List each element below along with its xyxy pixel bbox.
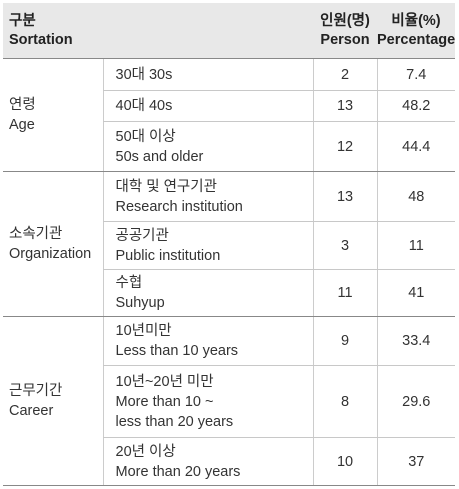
- group-label-organization: 소속기관 Organization: [3, 171, 103, 317]
- row-item: 20년 이상 More than 20 years: [102, 437, 314, 486]
- row-person: 12: [312, 121, 378, 172]
- table-row: 10년~20년 미만 More than 10 ~ less than 20 y…: [3, 365, 456, 438]
- table-row: 50대 이상 50s and older 12 44.4: [3, 121, 456, 172]
- header-percentage-en: Percentage: [377, 31, 456, 48]
- item-text-en: Research institution: [115, 198, 243, 215]
- group-label-en: Career: [9, 403, 54, 419]
- group-label-career: 근무기간 Career: [3, 316, 103, 486]
- group-label-en: Age: [9, 117, 35, 133]
- header-percentage: 비율(%) Percentage: [377, 3, 455, 59]
- row-item: 40대 40s: [102, 90, 314, 122]
- item-text-ko: 50대 이상: [115, 128, 176, 145]
- row-percentage: 41: [376, 269, 456, 317]
- item-text-en: 50s and older: [115, 148, 204, 165]
- item-text: 40대 40s: [115, 98, 173, 114]
- row-percentage: 11: [376, 221, 456, 270]
- item-text-ko: 10년미만: [115, 323, 172, 339]
- group-label-ko: 연령: [9, 97, 36, 113]
- item-text-en-1: More than 10 ~: [115, 393, 214, 410]
- header-sortation-ko: 구분: [9, 12, 36, 29]
- item-text: 30대 30s: [115, 66, 173, 83]
- item-text-en-2: less than 20 years: [115, 413, 234, 430]
- row-percentage: 44.4: [376, 121, 456, 172]
- row-percentage: 33.4: [376, 316, 456, 366]
- row-item: 대학 및 연구기관 Research institution: [102, 171, 314, 222]
- item-text-en: Suhyup: [115, 295, 165, 311]
- group-label-ko: 소속기관: [9, 226, 63, 242]
- row-item: 10년미만 Less than 10 years: [102, 316, 314, 366]
- item-text-ko: 수협: [115, 275, 143, 291]
- header-sortation-en: Sortation: [9, 31, 73, 48]
- header-person-en: Person: [320, 31, 370, 48]
- row-person: 2: [312, 58, 378, 91]
- item-text-ko: 공공기관: [115, 227, 169, 244]
- respondent-table: 구분 Sortation 인원(명) Person 비율(%) Percenta…: [3, 3, 455, 486]
- row-person: 13: [312, 90, 378, 122]
- row-person: 13: [312, 171, 378, 222]
- row-person: 10: [312, 437, 378, 486]
- group-label-age: 연령 Age: [3, 58, 103, 172]
- row-percentage: 37: [376, 437, 456, 486]
- group-label-en: Organization: [9, 246, 92, 262]
- row-person: 8: [312, 365, 378, 438]
- row-person: 9: [312, 316, 378, 366]
- table-row: 연령 Age 30대 30s 2 7.4: [3, 58, 456, 172]
- header-person-ko: 인원(명): [320, 12, 370, 29]
- header-person: 인원(명) Person: [313, 3, 378, 59]
- header-sortation: 구분 Sortation: [3, 3, 314, 59]
- table-row: 공공기관 Public institution 3 11: [3, 221, 456, 270]
- item-text-ko: 대학 및 연구기관: [115, 178, 217, 195]
- row-percentage: 48.2: [376, 90, 456, 122]
- item-text-ko: 10년~20년 미만: [115, 373, 214, 390]
- item-text-en: Less than 10 years: [115, 343, 239, 359]
- row-item: 수협 Suhyup: [102, 269, 314, 317]
- table-body: 연령 Age 30대 30s 2 7.4 40대 40s 13 48.2 50대…: [3, 58, 456, 486]
- row-item: 공공기관 Public institution: [102, 221, 314, 270]
- table-row: 20년 이상 More than 20 years 10 37: [3, 437, 456, 486]
- item-text-en: More than 20 years: [115, 463, 241, 480]
- row-item: 50대 이상 50s and older: [102, 121, 314, 172]
- table-row: 40대 40s 13 48.2: [3, 90, 456, 122]
- row-percentage: 29.6: [376, 365, 456, 438]
- table-row: 소속기관 Organization 대학 및 연구기관 Research ins…: [3, 171, 456, 317]
- row-item: 10년~20년 미만 More than 10 ~ less than 20 y…: [102, 365, 314, 438]
- table-header: 구분 Sortation 인원(명) Person 비율(%) Percenta…: [3, 3, 455, 59]
- row-percentage: 7.4: [376, 58, 456, 91]
- table-row: 근무기간 Career 10년미만 Less than 10 years 9 3…: [3, 316, 456, 486]
- header-percentage-ko: 비율(%): [391, 12, 441, 29]
- row-item: 30대 30s: [102, 58, 314, 91]
- item-text-en: Public institution: [115, 247, 221, 264]
- row-percentage: 48: [376, 171, 456, 222]
- row-person: 3: [312, 221, 378, 270]
- row-person: 11: [312, 269, 378, 317]
- header-row: 구분 Sortation 인원(명) Person 비율(%) Percenta…: [3, 3, 455, 59]
- item-text-ko: 20년 이상: [115, 443, 176, 460]
- table-row: 수협 Suhyup 11 41: [3, 269, 456, 317]
- group-label-ko: 근무기간: [9, 383, 63, 399]
